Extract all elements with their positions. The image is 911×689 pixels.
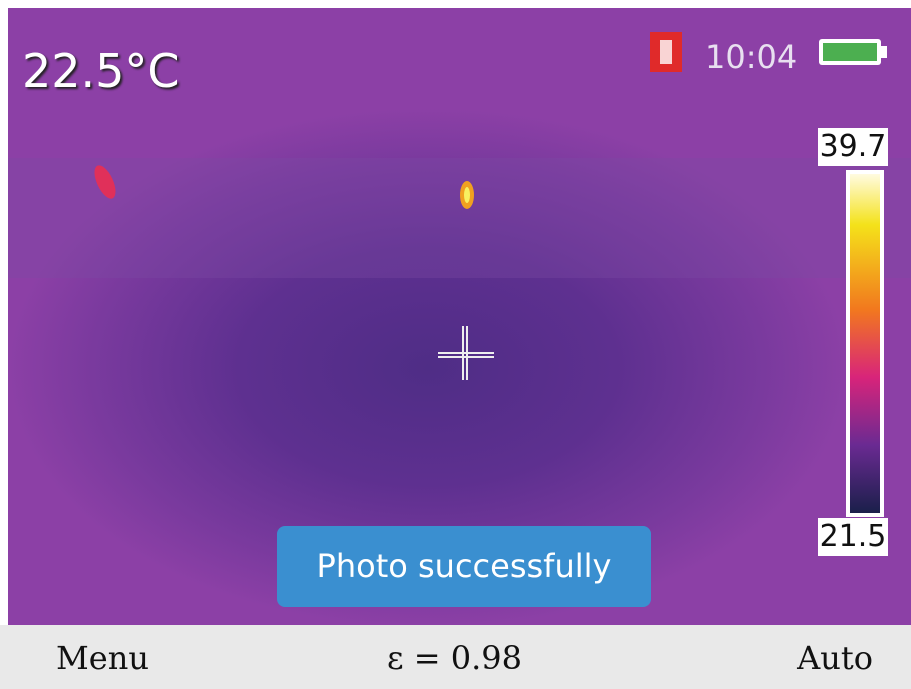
auto-key[interactable]: Auto xyxy=(797,639,873,677)
hot-spot-core xyxy=(464,187,470,203)
toast: Photo successfully xyxy=(277,526,651,607)
emissivity: ε = 0.98 xyxy=(387,639,522,677)
battery-level xyxy=(823,43,877,61)
battery-tip xyxy=(881,46,887,58)
crosshair xyxy=(438,326,494,380)
sd-card-slot xyxy=(660,40,672,64)
color-scale xyxy=(850,174,880,513)
thermal-overlay xyxy=(8,32,911,517)
scale-min: 21.5 xyxy=(818,518,888,556)
clock: 10:04 xyxy=(705,38,798,76)
scale-max: 39.7 xyxy=(818,128,888,166)
hot-spot xyxy=(94,165,116,199)
thermal-image: 22.5°C 10:04 39.7 21.5 Photo successfull… xyxy=(8,8,911,625)
center-temperature: 22.5°C xyxy=(22,44,180,98)
softkey-bar: Menu ε = 0.98 Auto xyxy=(0,625,911,689)
menu-key[interactable]: Menu xyxy=(56,639,149,677)
ceiling-band xyxy=(8,158,911,278)
